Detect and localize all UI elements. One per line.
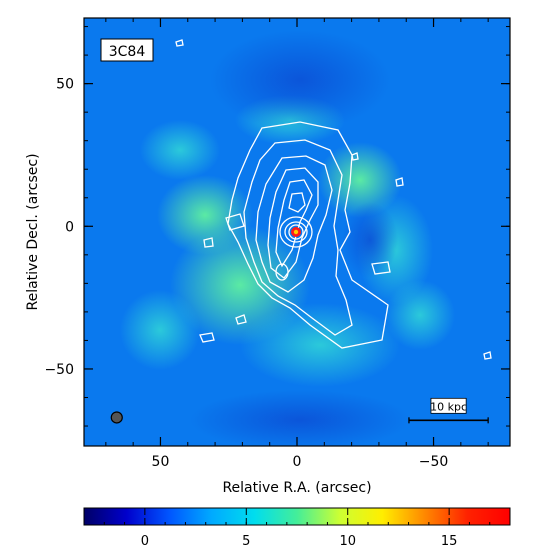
- x-axis-label: Relative R.A. (arcsec): [222, 480, 371, 496]
- contour-island-nw: [175, 39, 184, 47]
- beam-marker: [110, 411, 123, 424]
- emission-map: [84, 18, 510, 446]
- x-tick-label: 0: [293, 454, 302, 470]
- contour-level-4: [267, 167, 319, 279]
- emission-blob-nw: [140, 120, 220, 180]
- contour-island-w: [203, 237, 214, 248]
- emission-blob-se: [385, 280, 455, 350]
- colorbar-tick-label: 10: [339, 534, 356, 549]
- colorbar: 0 5 10 15: [83, 507, 511, 549]
- contour-south-lobe: [275, 263, 289, 281]
- scale-bar-background: [430, 397, 467, 414]
- x-tick-label: −50: [419, 454, 449, 470]
- scale-bar: 10 kpc: [408, 397, 489, 424]
- contour-island-ne: [395, 177, 404, 187]
- contour-core-1: [279, 216, 313, 248]
- emission-blob-sw2: [120, 290, 200, 370]
- source-label-box: [100, 38, 154, 62]
- y-tick-label: 0: [65, 219, 74, 235]
- contour-level-3: [255, 155, 333, 293]
- y-tick-label: −50: [44, 362, 74, 378]
- contour-island-n: [351, 152, 359, 161]
- contour-island-sw2: [235, 314, 247, 325]
- tick-labels: 50 0 −50 50 0 −50: [44, 77, 448, 470]
- y-axis-label: Relative Decl. (arcsec): [25, 153, 41, 310]
- contour-level-2: [243, 139, 353, 336]
- emission-blob-w: [157, 175, 253, 255]
- colorbar-tick-labels: 0 5 10 15: [141, 534, 458, 549]
- colorbar-tick-label: 0: [141, 534, 149, 549]
- colorbar-tick-label: 5: [242, 534, 250, 549]
- colorbar-tick-label: 15: [441, 534, 458, 549]
- contour-level-5: [275, 179, 313, 268]
- cavity-north: [210, 30, 390, 130]
- cavity-south: [190, 390, 410, 446]
- source-label: 3C84: [109, 44, 146, 60]
- contour-core-3: [288, 224, 304, 240]
- y-tick-label: 50: [56, 77, 74, 93]
- x-tick-label: 50: [152, 454, 170, 470]
- major-ticks: [84, 18, 510, 446]
- cavity-east: [342, 202, 398, 278]
- colorbar-ticks: [103, 508, 491, 525]
- emission-blob-s: [240, 303, 400, 387]
- contour-island-se: [483, 351, 492, 360]
- contour-level-1: [227, 121, 389, 349]
- contour-island-w2: [225, 213, 245, 231]
- contour-island-e: [371, 261, 391, 275]
- contour-core-2: [284, 221, 308, 243]
- scale-bar-label: 10 kpc: [430, 400, 467, 413]
- contour-level-6: [288, 192, 306, 213]
- colorbar-gradient: [83, 507, 511, 526]
- radio-contours: [175, 39, 492, 360]
- contour-island-sw: [199, 332, 215, 343]
- core-peak-inner: [293, 229, 299, 235]
